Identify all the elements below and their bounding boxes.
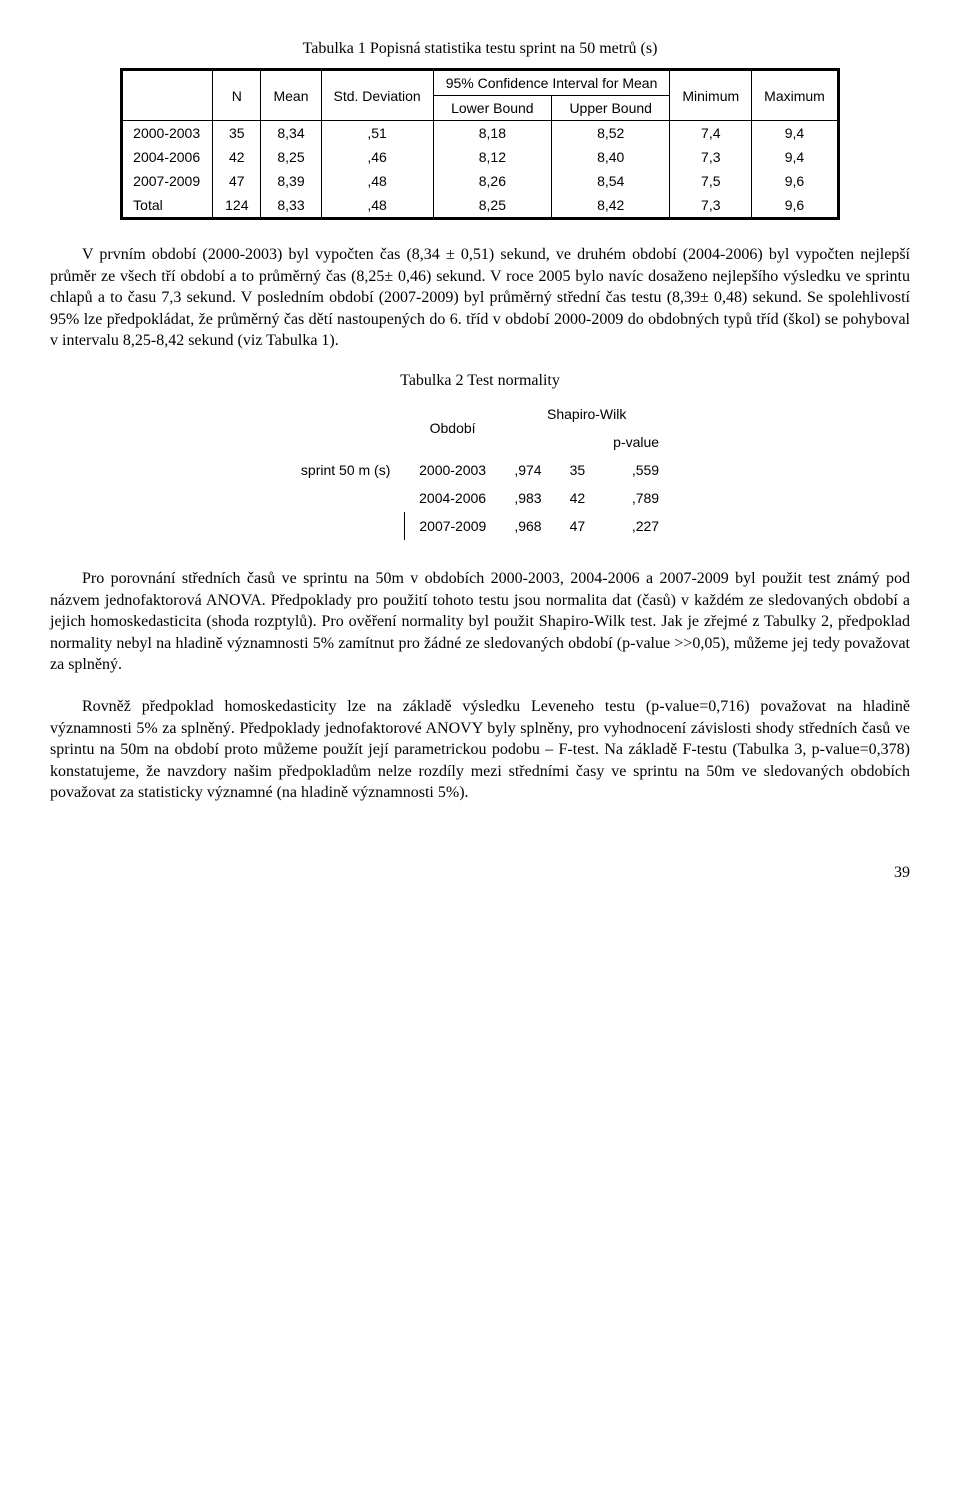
- table-row: 2000-2003 35 8,34 ,51 8,18 8,52 7,4 9,4: [122, 121, 839, 146]
- paragraph-1: V prvním období (2000-2003) byl vypočten…: [50, 244, 910, 352]
- table1-title: Tabulka 1 Popisná statistika testu sprin…: [50, 40, 910, 58]
- th-ci-group: 95% Confidence Interval for Mean: [433, 70, 670, 96]
- table-row: 2007-2009 47 8,39 ,48 8,26 8,54 7,5 9,6: [122, 169, 839, 193]
- th-max: Maximum: [752, 70, 839, 121]
- paragraph-3: Rovněž předpoklad homoskedasticity lze n…: [50, 696, 910, 804]
- th-mean: Mean: [261, 70, 321, 121]
- table-row: 2004-2006 42 8,25 ,46 8,12 8,40 7,3 9,4: [122, 145, 839, 169]
- table-row: Total 124 8,33 ,48 8,25 8,42 7,3 9,6: [122, 193, 839, 219]
- page-number: 39: [50, 864, 910, 882]
- th-lower: Lower Bound: [433, 96, 551, 121]
- table2: Období Shapiro-Wilk p-value sprint 50 m …: [287, 400, 673, 540]
- th-period: Období: [405, 400, 500, 456]
- row-head: sprint 50 m (s): [287, 456, 405, 540]
- th-n: N: [213, 70, 261, 121]
- th-min: Minimum: [670, 70, 752, 121]
- th-std: Std. Deviation: [321, 70, 433, 121]
- th-sw: Shapiro-Wilk: [500, 400, 673, 428]
- th-pvalue: p-value: [599, 428, 673, 456]
- paragraph-2: Pro porovnání středních časů ve sprintu …: [50, 568, 910, 676]
- table1: N Mean Std. Deviation 95% Confidence Int…: [120, 68, 840, 220]
- th-upper: Upper Bound: [552, 96, 670, 121]
- table2-title: Tabulka 2 Test normality: [50, 372, 910, 390]
- table-row: sprint 50 m (s) 2000-2003 ,974 35 ,559: [287, 456, 673, 484]
